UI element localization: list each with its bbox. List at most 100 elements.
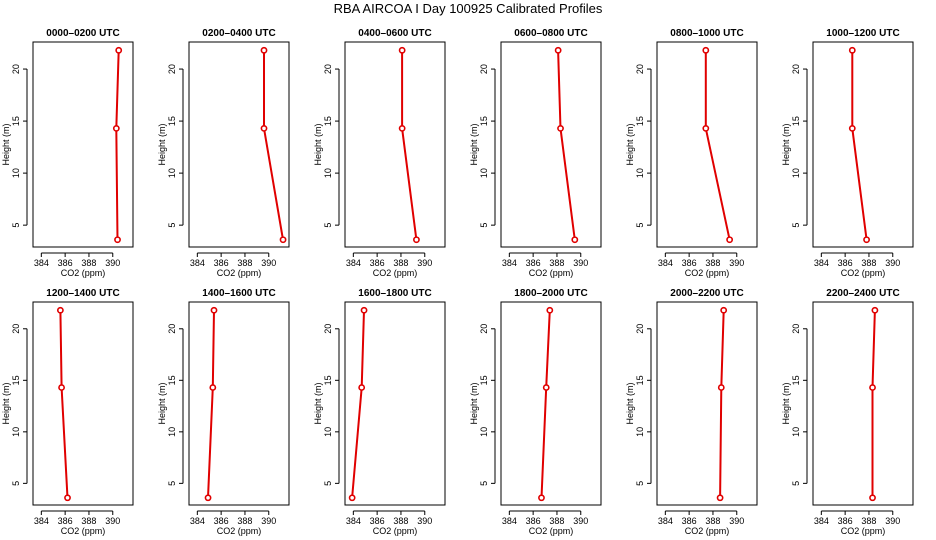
plot-frame bbox=[344, 41, 446, 248]
y-axis-label: Height (m) bbox=[625, 382, 635, 424]
profile-line bbox=[351, 310, 365, 498]
data-point bbox=[546, 306, 554, 314]
x-tick-label: 390 bbox=[105, 516, 120, 526]
plot-frame bbox=[656, 301, 758, 506]
x-tick-label: 388 bbox=[861, 258, 876, 268]
y-tick-label: 20 bbox=[11, 324, 21, 334]
y-tick-label: 5 bbox=[791, 223, 801, 228]
data-point bbox=[554, 46, 562, 54]
x-tick-label: 384 bbox=[658, 516, 673, 526]
x-axis-label: CO2 (ppm) bbox=[373, 268, 418, 278]
data-point bbox=[871, 306, 879, 314]
panel-title: 0800–1000 UTC bbox=[670, 28, 743, 39]
data-point bbox=[114, 236, 121, 244]
x-tick-label: 384 bbox=[190, 258, 205, 268]
y-tick-label: 5 bbox=[479, 481, 489, 486]
y-tick-label: 10 bbox=[323, 168, 333, 178]
data-point bbox=[717, 384, 725, 391]
x-axis-label: CO2 (ppm) bbox=[217, 526, 262, 536]
x-tick-label: 388 bbox=[861, 516, 876, 526]
plot-frame bbox=[812, 41, 914, 248]
y-tick-label: 20 bbox=[791, 64, 801, 74]
x-tick-label: 384 bbox=[34, 516, 49, 526]
y-tick-label: 15 bbox=[791, 375, 801, 385]
x-tick-label: 390 bbox=[885, 516, 900, 526]
plot-frame bbox=[656, 41, 758, 248]
y-axis-label: Height (m) bbox=[1, 382, 11, 424]
y-tick-label: 5 bbox=[323, 223, 333, 228]
y-tick-label: 15 bbox=[635, 116, 645, 126]
profile-line bbox=[871, 310, 876, 498]
profile-line bbox=[401, 50, 418, 240]
x-tick-label: 388 bbox=[237, 516, 252, 526]
y-tick-label: 20 bbox=[167, 64, 177, 74]
y-axis-label: Height (m) bbox=[1, 123, 11, 165]
x-tick-label: 390 bbox=[885, 258, 900, 268]
x-tick-label: 388 bbox=[393, 516, 408, 526]
y-tick-label: 10 bbox=[635, 427, 645, 437]
plot-frame bbox=[32, 301, 134, 506]
y-axis-label: Height (m) bbox=[781, 123, 791, 165]
y-tick-label: 10 bbox=[167, 427, 177, 437]
y-tick-label: 15 bbox=[479, 375, 489, 385]
panel-title: 1600–1800 UTC bbox=[358, 288, 431, 299]
x-axis-label: CO2 (ppm) bbox=[217, 268, 262, 278]
y-tick-label: 20 bbox=[167, 324, 177, 334]
x-tick-label: 384 bbox=[34, 258, 49, 268]
data-point bbox=[863, 236, 870, 244]
panel-title: 0400–0600 UTC bbox=[358, 28, 431, 39]
y-axis-label: Height (m) bbox=[469, 123, 479, 165]
plot-frame bbox=[32, 41, 134, 248]
y-tick-label: 15 bbox=[11, 375, 21, 385]
y-tick-label: 15 bbox=[635, 375, 645, 385]
profile-line bbox=[704, 50, 731, 240]
panel-title: 1400–1600 UTC bbox=[202, 288, 275, 299]
data-point bbox=[260, 46, 268, 54]
y-tick-label: 15 bbox=[167, 116, 177, 126]
y-tick-label: 5 bbox=[791, 481, 801, 486]
x-axis-label: CO2 (ppm) bbox=[529, 526, 574, 536]
x-tick-label: 390 bbox=[729, 258, 744, 268]
x-tick-label: 388 bbox=[549, 258, 564, 268]
data-point bbox=[260, 124, 268, 132]
plot-frame bbox=[500, 301, 602, 506]
x-tick-label: 388 bbox=[81, 258, 96, 268]
x-tick-label: 388 bbox=[549, 516, 564, 526]
y-tick-label: 20 bbox=[323, 324, 333, 334]
data-point bbox=[869, 494, 876, 502]
x-axis-label: CO2 (ppm) bbox=[841, 268, 886, 278]
x-tick-label: 386 bbox=[214, 258, 229, 268]
x-tick-label: 386 bbox=[370, 516, 385, 526]
y-tick-label: 10 bbox=[791, 427, 801, 437]
x-tick-label: 384 bbox=[190, 516, 205, 526]
x-tick-label: 388 bbox=[705, 516, 720, 526]
x-tick-label: 388 bbox=[237, 258, 252, 268]
data-point bbox=[398, 124, 406, 132]
x-tick-label: 384 bbox=[502, 258, 517, 268]
y-tick-label: 10 bbox=[635, 168, 645, 178]
data-point bbox=[702, 124, 710, 132]
y-axis-label: Height (m) bbox=[313, 382, 323, 424]
y-tick-label: 15 bbox=[323, 116, 333, 126]
panel-title: 0200–0400 UTC bbox=[202, 28, 275, 39]
x-tick-label: 386 bbox=[214, 516, 229, 526]
y-tick-label: 10 bbox=[167, 168, 177, 178]
x-tick-label: 388 bbox=[705, 258, 720, 268]
x-tick-label: 386 bbox=[682, 516, 697, 526]
panel-title: 1800–2000 UTC bbox=[514, 288, 587, 299]
x-tick-label: 384 bbox=[502, 516, 517, 526]
data-point bbox=[112, 124, 120, 132]
y-tick-label: 5 bbox=[479, 223, 489, 228]
profile-line bbox=[59, 310, 69, 498]
x-tick-label: 386 bbox=[838, 258, 853, 268]
